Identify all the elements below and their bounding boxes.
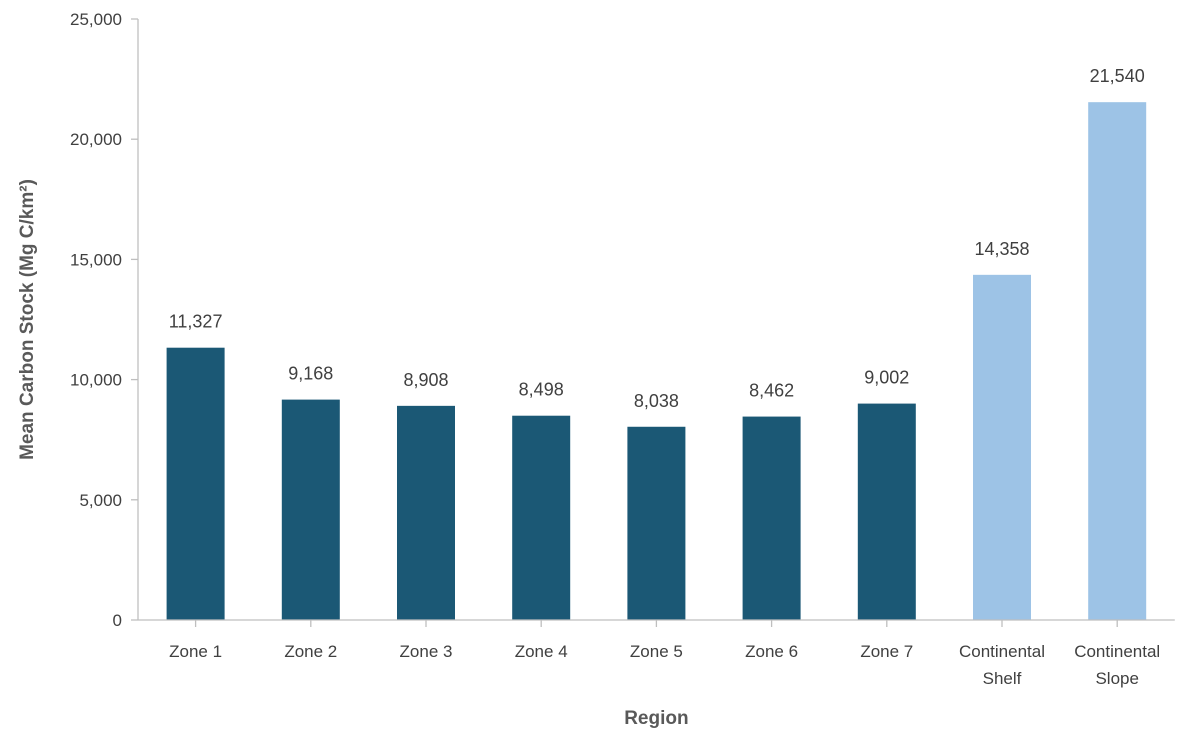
x-category-label: Zone 1 (169, 642, 222, 661)
bar (397, 405, 455, 620)
data-label: 21,540 (1090, 66, 1145, 86)
y-tick-label: 0 (113, 611, 122, 630)
y-tick-label: 10,000 (70, 371, 122, 390)
x-category-label: Zone 7 (860, 642, 913, 661)
y-tick-label: 25,000 (70, 10, 122, 29)
x-category-label: Zone 6 (745, 642, 798, 661)
data-label: 14,358 (974, 239, 1029, 259)
bar (1088, 102, 1147, 620)
bar (857, 403, 916, 620)
bar (166, 347, 225, 620)
bar (973, 274, 1031, 620)
data-label: 8,462 (749, 381, 794, 401)
x-category-label: Shelf (983, 669, 1022, 688)
data-label: 8,908 (403, 370, 448, 390)
y-tick-label: 20,000 (70, 130, 122, 149)
x-category-label: Continental (959, 642, 1045, 661)
bar (627, 426, 686, 620)
data-label: 11,327 (169, 312, 223, 332)
y-axis-title: Mean Carbon Stock (Mg C/km²) (17, 179, 38, 460)
data-labels: 11,327 9,168 8,908 8,498 8,038 8,462 9,002 14,3… (169, 66, 1145, 411)
x-category-label: Zone 4 (515, 642, 568, 661)
bar (742, 416, 801, 620)
bars (166, 102, 1147, 620)
data-label: 8,038 (634, 391, 679, 411)
y-axis-ticks: 0 5,000 10,000 15,000 20,000 25,000 (70, 10, 138, 630)
data-label: 9,002 (864, 368, 909, 388)
bar (512, 415, 571, 620)
x-axis-categories: Zone 1 Zone 2 Zone 3 Zone 4 Zone 5 Zone 6 Zone… (169, 620, 1160, 688)
y-tick-label: 5,000 (79, 491, 122, 510)
x-category-label: Zone 3 (400, 642, 453, 661)
bar (281, 399, 340, 620)
x-axis-title: Region (624, 708, 688, 729)
x-category-label: Zone 2 (284, 642, 337, 661)
y-tick-label: 15,000 (70, 250, 122, 269)
data-label: 8,498 (519, 380, 564, 400)
x-category-label: Slope (1095, 669, 1138, 688)
x-category-label: Zone 5 (630, 642, 683, 661)
x-category-label: Continental (1074, 642, 1160, 661)
data-label: 9,168 (288, 364, 333, 384)
